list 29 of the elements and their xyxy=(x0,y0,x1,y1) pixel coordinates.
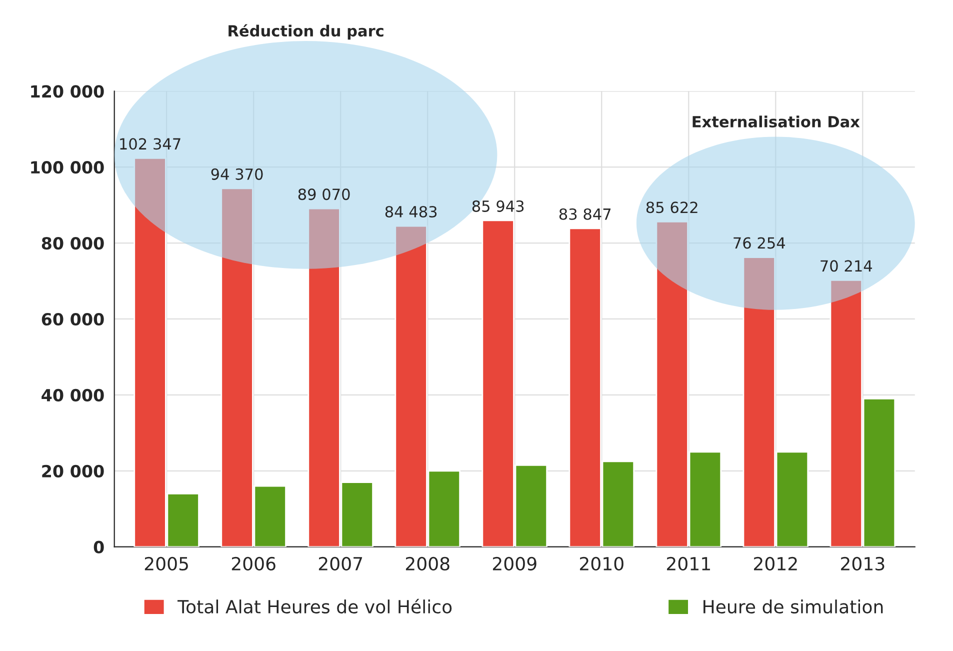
data-label: 94 370 xyxy=(211,168,263,180)
y-tick-label: 40 000 xyxy=(42,388,104,402)
data-label: 76 254 xyxy=(734,237,785,249)
data-label: 85 622 xyxy=(646,202,698,214)
x-tick-label: 2012 xyxy=(754,556,797,571)
data-label: 84 483 xyxy=(385,206,437,218)
legend-label: Total Alat Heures de vol Hélico xyxy=(177,598,452,614)
data-label: 70 214 xyxy=(820,260,872,272)
x-tick-label: 2011 xyxy=(666,556,710,571)
x-tick-label: 2009 xyxy=(492,556,536,571)
y-tick-label: 60 000 xyxy=(42,312,104,326)
data-label: 85 943 xyxy=(472,200,524,212)
text: Réduction du parc xyxy=(228,24,384,40)
y-tick-label: 20 000 xyxy=(42,464,104,478)
x-tick-label: 2006 xyxy=(232,556,276,571)
x-tick-label: 2010 xyxy=(580,556,624,571)
annotation: Externalisation Dax xyxy=(692,116,860,128)
data-label: 83 847 xyxy=(559,208,611,220)
y-tick-label: 120 000 xyxy=(31,85,104,98)
data-label: 89 070 xyxy=(298,188,350,200)
data-label: 102 347 xyxy=(120,138,180,150)
x-tick-label: 2005 xyxy=(144,556,188,571)
x-tick-label: 2007 xyxy=(318,556,362,571)
y-tick-label: 100 000 xyxy=(31,161,104,174)
x-tick-label: 2013 xyxy=(841,556,884,571)
legend-label: Heure de simulation xyxy=(704,600,883,614)
y-tick-label: 0 xyxy=(94,540,104,554)
x-tick-label: 2008 xyxy=(406,556,450,571)
y-tick-label: 80 000 xyxy=(42,237,104,250)
